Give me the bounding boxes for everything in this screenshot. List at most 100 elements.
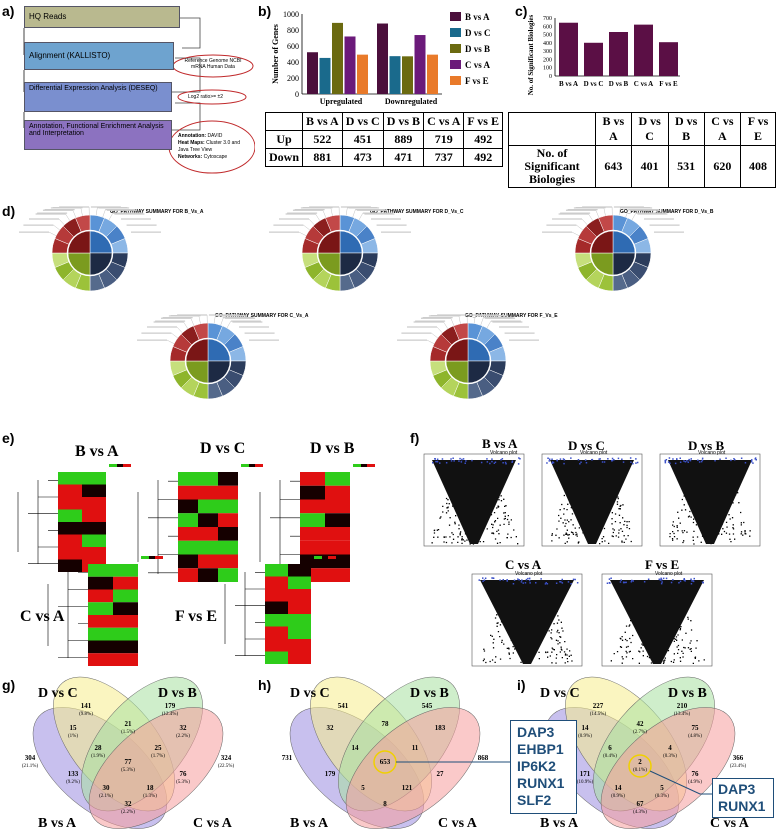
venn-region-percent: (1.5%) (121, 730, 135, 735)
heatmap-cell (178, 485, 198, 500)
volcano-title: D vs B (688, 438, 725, 453)
go-inner-segment (467, 360, 491, 384)
venn-region-percent: (0.3%) (663, 754, 677, 759)
go-outer-segment (453, 322, 469, 341)
annotation-tool: DAVID (207, 133, 223, 139)
venn-region-percent: (23.4%) (730, 764, 747, 769)
venn-h-gene-list: DAP3 EHBP1 IP6K2 RUNX1 SLF2 (510, 720, 577, 814)
color-key-red (255, 464, 263, 467)
venn-region-count: 6 (608, 744, 612, 752)
table-b-cell: 492 (463, 148, 503, 167)
venn-region-count: 731 (282, 754, 293, 762)
venn-region-percent: (10.9%) (577, 780, 594, 785)
heatmap-cell (218, 540, 238, 555)
x-category-label: F vs E (659, 80, 678, 88)
heatmap-cell (198, 554, 218, 569)
heatmap-cell (82, 547, 106, 560)
go-leader-line (183, 321, 188, 329)
heatmap-cell (265, 601, 288, 614)
heatmap-cell (218, 472, 238, 486)
bar (427, 54, 438, 94)
venn-region-count: 304 (25, 754, 36, 762)
heatmap-cell (325, 485, 350, 500)
table-c-cell: 401 (630, 145, 669, 188)
volcano-title: B vs A (482, 436, 518, 451)
venn-region-count: 32 (180, 724, 188, 732)
venn-set-label: B vs A (540, 816, 579, 831)
heatmap-cell (178, 472, 198, 486)
table-c-header: D vs C (630, 112, 669, 146)
heatmap-cell (288, 651, 311, 664)
y-tick-label: 700 (543, 16, 552, 22)
table-b-cell: 889 (382, 130, 425, 149)
venn-set-label: C vs A (193, 816, 232, 831)
y-tick-label: 0 (549, 74, 552, 80)
heatmap-cell (113, 640, 138, 654)
color-key-red (123, 464, 131, 467)
venn-region-percent: (2.7%) (633, 730, 647, 735)
table-b-cell: 737 (423, 148, 465, 167)
heatmap-cell (82, 522, 106, 535)
venn-region-percent: (14.5%) (590, 712, 607, 717)
heatmap-cell (288, 564, 311, 577)
heatmap-cell (265, 651, 288, 664)
venn-region-count: 868 (478, 754, 489, 762)
venn-set-label: C vs A (710, 816, 749, 831)
table-c-row-label: No. of Significant Biologies (508, 145, 596, 188)
bar (559, 22, 578, 77)
heatmap-cell (58, 547, 82, 560)
venn-region-count: 32 (327, 724, 335, 732)
venn-region-count: 32 (125, 800, 133, 808)
table-b-cell: 451 (341, 130, 384, 149)
volcano-density (550, 460, 634, 544)
panel-label-c: c) (515, 3, 528, 19)
venn-region-percent: (12.4%) (162, 712, 179, 717)
color-key-green (241, 464, 249, 467)
venn-region-count: 28 (95, 744, 103, 752)
heatmap-cell (300, 472, 325, 486)
note-reference: Reference Genome NCBI mRNA Human Data (184, 58, 242, 70)
volcano-density (480, 580, 574, 664)
heatmap-cell (288, 589, 311, 602)
panel-label-h: h) (258, 677, 272, 693)
legend-swatch (450, 44, 461, 53)
heatmap-cell (58, 559, 82, 572)
table-c-cell: 408 (740, 145, 776, 188)
heatmap-cell (325, 540, 350, 555)
venn-region-count: 227 (593, 702, 604, 710)
y-tick-label: 300 (543, 49, 552, 55)
volcano-subtitle: Volcano plot (580, 450, 608, 456)
heatmap-cell (58, 484, 82, 497)
heatmap-cell (325, 568, 350, 582)
venn-region-count: 4 (668, 744, 672, 752)
heatmap-label: D vs B (310, 440, 355, 457)
table-c-header: F vs E (740, 112, 776, 146)
step-hq-reads: HQ Reads (24, 6, 180, 28)
go-outer-segment (75, 214, 91, 233)
table-b-header: C vs A (423, 112, 465, 131)
heatmap-cell (288, 626, 311, 639)
go-leader-line (322, 210, 327, 218)
heatmap-cell (300, 485, 325, 500)
table-b-header: D vs B (382, 112, 425, 131)
go-leader-line (631, 213, 637, 221)
heatmap-cell (198, 472, 218, 486)
go-outer-segment (325, 214, 341, 233)
table-b-cell: 471 (382, 148, 425, 167)
volcano-significant-points (546, 457, 639, 465)
go-inner-segment (67, 252, 91, 276)
venn-region-percent: (4.9%) (688, 780, 702, 785)
color-key-red (367, 464, 375, 467)
go-inner-segment (445, 360, 469, 384)
legend-label: F vs E (465, 76, 489, 86)
heatmaps (17, 464, 375, 666)
go-leader-line (358, 213, 364, 221)
venn-region-count: 15 (70, 724, 78, 732)
heatmap-cell (265, 589, 288, 602)
table-b-cell: 492 (463, 130, 503, 149)
venn-set-label: B vs A (290, 816, 329, 831)
venn-region-count: 121 (402, 784, 413, 792)
panel-label-i: i) (517, 677, 526, 693)
go-leader-line (190, 318, 195, 326)
venn-region-count: 14 (615, 784, 623, 792)
